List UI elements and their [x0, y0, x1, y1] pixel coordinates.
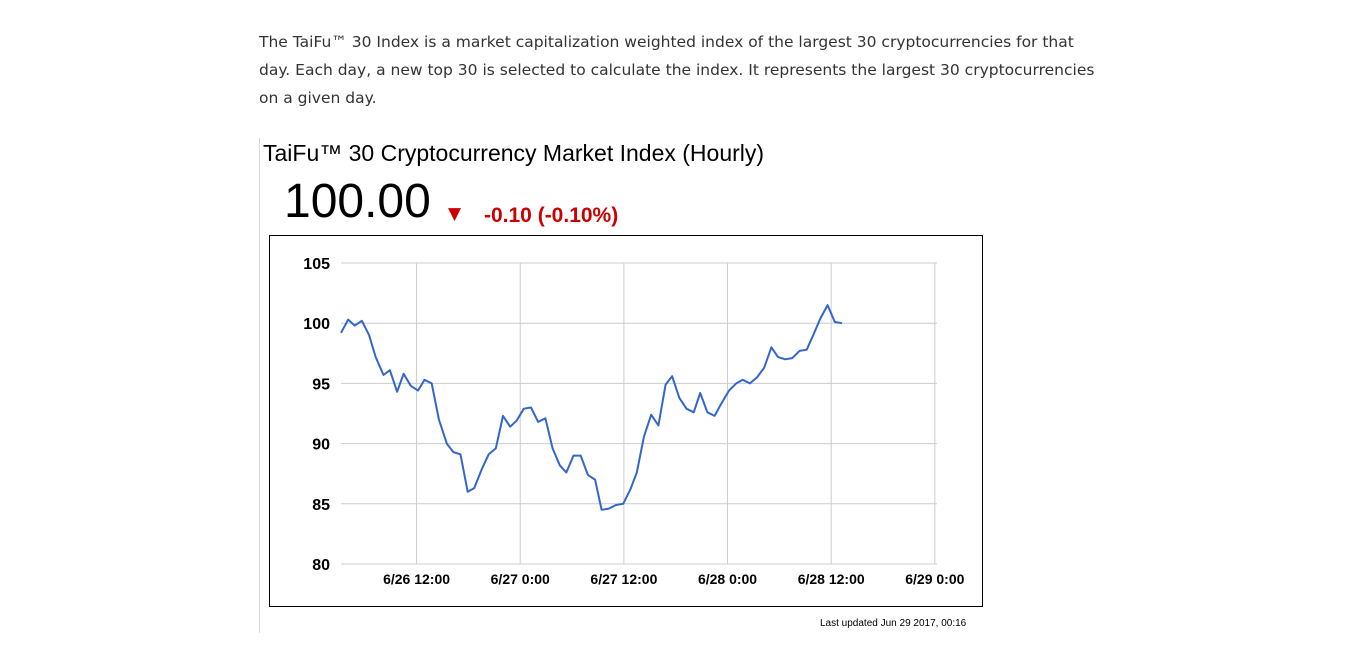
- x-tick-label: 6/26 12:00: [383, 571, 450, 587]
- chart-title: TaiFu™ 30 Cryptocurrency Market Index (H…: [263, 140, 765, 166]
- x-tick-label: 6/28 0:00: [698, 571, 757, 587]
- down-arrow-icon: ▼: [448, 204, 462, 224]
- chart-plot-area: 80 85 90 95 100 105 6/26 12:00 6/27 0:00 6/27 12…: [269, 235, 983, 607]
- y-tick-label: 85: [312, 497, 330, 514]
- y-tick-label: 90: [312, 437, 330, 454]
- y-tick-label: 80: [312, 557, 330, 574]
- x-tick-label: 6/28 12:00: [798, 571, 865, 587]
- x-tick-label: 6/27 12:00: [590, 571, 657, 587]
- y-tick-label: 95: [312, 376, 330, 393]
- line-chart: 80 85 90 95 100 105 6/26 12:00 6/27 0:00 6/27 12…: [303, 256, 964, 587]
- y-tick-label: 105: [303, 256, 330, 273]
- last-updated: Last updated Jun 29 2017, 00:16: [820, 618, 967, 629]
- y-tick-label: 100: [303, 316, 330, 333]
- index-description: The TaiFu™ 30 Index is a market capitali…: [259, 33, 1095, 107]
- x-tick-label: 6/29 0:00: [905, 571, 964, 587]
- x-tick-label: 6/27 0:00: [491, 571, 550, 587]
- index-value: 100.00: [284, 175, 431, 228]
- index-change: -0.10 (-0.10%): [484, 204, 619, 227]
- series-line: [340, 304, 843, 511]
- index-chart-widget: TaiFu™ 30 Cryptocurrency Market Index (H…: [259, 138, 1000, 633]
